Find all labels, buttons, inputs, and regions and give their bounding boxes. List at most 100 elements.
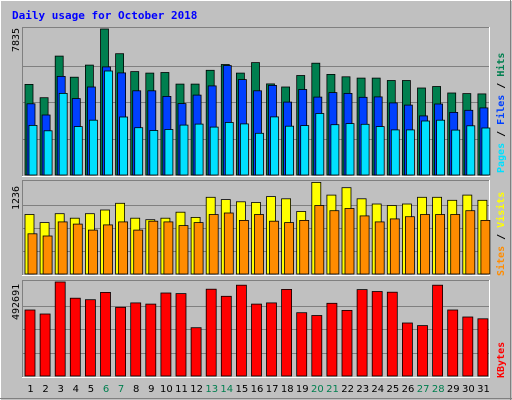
bar-sites-day-10 (163, 221, 174, 275)
bar-sites-day-16 (254, 214, 264, 275)
legend-hits-files-pages: Pages / Files / Hits (495, 53, 507, 173)
day-label-30: 30 (462, 384, 475, 395)
day-label-27: 27 (417, 384, 430, 395)
bar-sites-day-18 (284, 222, 295, 275)
day-label-22: 22 (341, 384, 354, 395)
bar-pages-day-11 (179, 124, 189, 176)
bar-pages-day-18 (285, 125, 295, 176)
bar-pages-day-26 (405, 129, 415, 176)
bar-kbytes-day-29 (447, 309, 459, 377)
day-label-14: 14 (220, 384, 233, 395)
bar-kbytes-day-25 (386, 291, 398, 377)
bar-kbytes-day-9 (145, 303, 157, 377)
bar-pages-day-2 (43, 130, 53, 176)
bar-sites-day-22 (344, 208, 355, 275)
bar-kbytes-day-22 (341, 309, 353, 377)
day-label-5: 5 (88, 384, 94, 395)
panel-kbytes (22, 280, 490, 378)
bar-sites-day-11 (178, 225, 189, 275)
legend-kbytes: KBytes (496, 342, 507, 378)
panel-visits (22, 180, 491, 276)
bar-sites-day-14 (223, 212, 234, 275)
bar-kbytes-day-31 (477, 318, 489, 377)
bar-pages-day-19 (300, 125, 310, 176)
bar-kbytes-day-20 (311, 315, 323, 377)
bar-kbytes-day-21 (326, 302, 338, 377)
bar-pages-day-10 (164, 129, 174, 176)
legend-kbytes-label: KBytes (496, 342, 507, 378)
bar-pages-day-5 (89, 119, 98, 176)
day-label-21: 21 (326, 384, 339, 395)
bar-sites-day-13 (208, 214, 219, 275)
bar-sites-day-19 (299, 219, 310, 275)
day-label-3: 3 (58, 384, 64, 395)
bar-pages-day-28 (436, 119, 446, 176)
bar-pages-day-16 (255, 132, 264, 176)
bar-pages-day-8 (134, 127, 144, 176)
bar-sites-day-12 (193, 222, 204, 275)
bar-sites-day-30 (465, 210, 476, 275)
day-label-18: 18 (281, 384, 294, 395)
bar-sites-day-9 (148, 220, 159, 275)
day-label-4: 4 (73, 384, 79, 395)
bar-sites-day-31 (480, 219, 491, 275)
bar-kbytes-day-28 (432, 284, 444, 377)
bar-sites-day-29 (450, 214, 461, 275)
bar-sites-day-7 (118, 221, 128, 275)
legend-pages: Pages (496, 143, 507, 173)
bar-sites-day-5 (88, 229, 98, 275)
bar-kbytes-day-26 (401, 322, 413, 377)
day-label-13: 13 (205, 384, 218, 395)
day-label-8: 8 (133, 384, 139, 395)
day-labels: 1 2 3 4 5 6 7 8 9 10 11 12 13 14 15 16 17 18 19 20 21 22 23 24 2… (27, 384, 490, 395)
bar-sites-day-23 (359, 215, 370, 275)
bar-kbytes-day-13 (205, 288, 217, 377)
bar-kbytes-day-12 (190, 327, 202, 377)
day-label-25: 25 (387, 384, 400, 395)
bar-sites-day-27 (420, 214, 430, 275)
day-label-10: 10 (160, 384, 173, 395)
bar-sites-day-15 (238, 219, 249, 275)
day-label-29: 29 (447, 384, 460, 395)
bar-sites-day-8 (133, 229, 144, 275)
bar-kbytes-day-2 (39, 313, 51, 377)
bar-pages-day-12 (194, 123, 204, 176)
bar-kbytes-day-30 (462, 316, 474, 377)
bar-pages-day-1 (28, 125, 38, 176)
bar-pages-day-21 (330, 124, 340, 176)
panel-hits (22, 27, 491, 177)
max-label-hits: 7835 (11, 28, 22, 52)
bar-sites-day-21 (329, 210, 340, 275)
bar-kbytes-day-11 (175, 293, 187, 377)
bar-pages-day-29 (451, 129, 461, 176)
bar-kbytes-day-6 (100, 291, 111, 377)
day-label-12: 12 (190, 384, 203, 395)
legend-files: Files (495, 95, 507, 125)
max-label-kbytes: 492691 (11, 284, 22, 320)
legend-sep-3: / (496, 228, 507, 246)
legend-visits: Visits (495, 192, 507, 228)
bar-sites-day-28 (435, 214, 446, 275)
bar-kbytes-day-16 (251, 303, 262, 377)
bar-pages-day-22 (345, 123, 355, 176)
bar-pages-day-6 (104, 70, 113, 176)
bar-kbytes-day-4 (69, 297, 81, 377)
bar-pages-day-30 (466, 125, 476, 176)
day-label-11: 11 (175, 384, 188, 395)
bar-sites-day-3 (57, 221, 68, 275)
legend-visits-sites: Sites / Visits (495, 192, 507, 276)
bar-kbytes-day-14 (220, 295, 232, 377)
day-label-31: 31 (477, 384, 490, 395)
day-label-2: 2 (42, 384, 48, 395)
bar-kbytes-day-10 (160, 292, 172, 377)
bar-kbytes-day-19 (296, 312, 308, 377)
day-label-15: 15 (236, 384, 249, 395)
legend-sep-1: / (496, 125, 507, 143)
bar-pages-day-15 (239, 123, 249, 176)
bar-sites-day-4 (72, 223, 83, 275)
bar-pages-day-3 (58, 93, 68, 176)
panels-group (22, 27, 491, 378)
day-label-17: 17 (266, 384, 279, 395)
day-label-24: 24 (371, 384, 384, 395)
